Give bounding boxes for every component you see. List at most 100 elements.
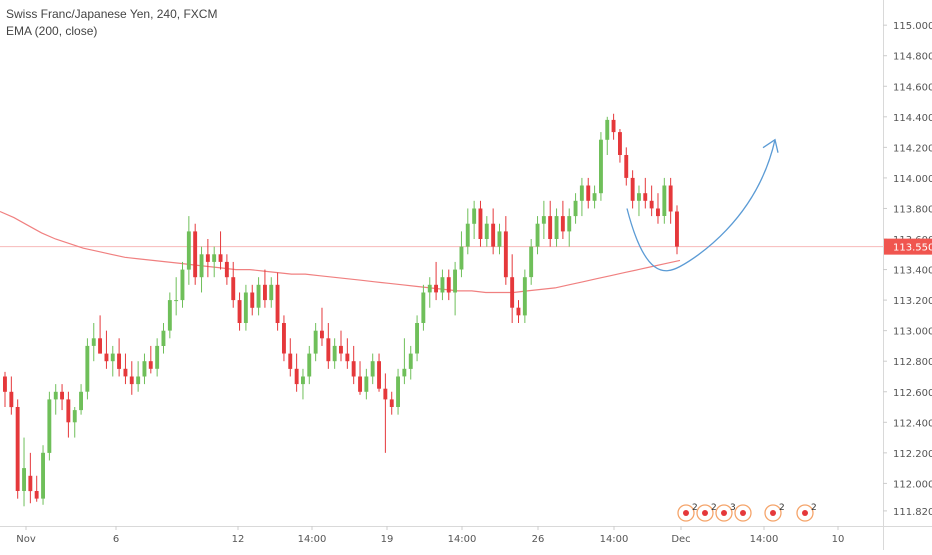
candle-body	[288, 353, 293, 369]
event-count-label: 2	[779, 503, 785, 513]
candle-body	[136, 376, 141, 385]
candle-body	[301, 376, 305, 385]
candle-body	[34, 491, 39, 499]
candle-body	[402, 368, 407, 377]
arrow-head-icon	[762, 138, 779, 153]
candle-body	[586, 185, 591, 201]
candle-body	[611, 119, 616, 133]
candle-body	[117, 353, 121, 369]
candle-body	[358, 376, 362, 392]
candle-body	[478, 208, 483, 239]
event-marker-dot	[740, 510, 746, 516]
price-tick-label: 114.400	[893, 113, 932, 124]
candle-body	[599, 139, 603, 194]
candle-body	[503, 231, 508, 278]
candle-body	[53, 391, 58, 400]
price-tick-label: 113.000	[893, 327, 932, 338]
candle-body	[72, 410, 77, 423]
candle-body	[243, 292, 248, 323]
last-price-label: 113.550	[893, 243, 932, 254]
candle-body	[510, 277, 515, 308]
candle-body	[453, 269, 457, 293]
candle-body	[22, 468, 26, 491]
candle-body	[548, 216, 553, 239]
candle-body	[472, 208, 477, 224]
candle-body	[263, 284, 267, 301]
candle-body	[218, 254, 223, 262]
time-tick-label: 14:00	[298, 534, 327, 545]
event-count-label: 2	[711, 503, 717, 513]
symbol-title: Swiss Franc/Japanese Yen, 240, FXCM	[6, 7, 218, 21]
candle-body	[3, 376, 7, 392]
time-tick-label: 10	[832, 534, 845, 545]
candle-body	[282, 323, 286, 354]
time-tick-label: Dec	[671, 534, 690, 545]
candle-body	[415, 323, 419, 354]
indicator-label: EMA (200, close)	[6, 24, 98, 38]
price-tick-label: 113.800	[893, 204, 932, 215]
candle-body	[637, 193, 641, 201]
event-count-label: 2	[811, 503, 817, 513]
candle-body	[123, 368, 128, 377]
candle-body	[408, 353, 413, 369]
candle-body	[91, 338, 96, 346]
candle-body	[573, 200, 578, 217]
candle-body	[313, 330, 318, 354]
price-tick-label: 112.800	[893, 357, 932, 368]
candle-body	[237, 300, 242, 323]
candle-body	[326, 338, 331, 362]
candle-body	[662, 185, 667, 216]
time-tick-label: 19	[381, 534, 394, 545]
candle-body	[396, 376, 400, 407]
candle-body	[104, 353, 109, 362]
candle-body	[66, 399, 71, 423]
candle-body	[675, 211, 679, 247]
ema-line	[0, 210, 681, 294]
candle-body	[339, 345, 343, 354]
candle-body	[294, 368, 299, 385]
candle-body	[332, 345, 337, 362]
projection-curve	[626, 139, 776, 272]
event-count-label: 2	[692, 503, 698, 513]
candle-body	[605, 119, 610, 140]
time-tick-label: Nov	[16, 534, 36, 545]
price-tick-label: 112.400	[893, 418, 932, 429]
candle-body	[167, 300, 172, 331]
candle-body	[643, 193, 648, 201]
candle-body	[656, 208, 660, 217]
candle-body	[47, 399, 52, 453]
candle-body	[668, 185, 673, 212]
price-tick-label: 112.600	[893, 388, 932, 399]
candle-body	[649, 200, 654, 209]
candle-body	[98, 338, 102, 354]
candle-body	[250, 292, 255, 308]
candle-body	[199, 254, 204, 278]
candle-body	[345, 353, 350, 362]
price-tick-label: 112.000	[893, 479, 932, 490]
candle-body	[434, 284, 438, 293]
candle-body	[421, 292, 426, 323]
chart-legend: Swiss Franc/Japanese Yen, 240, FXCM EMA …	[6, 6, 217, 40]
candle-body	[307, 353, 312, 377]
event-marker-dot	[770, 510, 776, 516]
time-tick-label: 26	[532, 534, 545, 545]
price-tick-label: 115.000	[893, 21, 932, 32]
candle-body	[427, 284, 432, 293]
candle-body	[256, 284, 261, 308]
candle-body	[554, 216, 559, 239]
candle-body	[383, 388, 388, 400]
candle-body	[60, 391, 64, 400]
candle-body	[491, 223, 496, 247]
time-tick-label: 14:00	[448, 534, 477, 545]
price-tick-label: 113.400	[893, 266, 932, 277]
event-count-label: 3	[730, 503, 736, 513]
candle-body	[41, 452, 45, 499]
price-tick-label: 114.200	[893, 143, 932, 154]
price-tick-label: 111.820	[893, 507, 932, 518]
candle-body	[535, 223, 540, 247]
candle-body	[174, 300, 179, 302]
candle-body	[212, 254, 217, 262]
candle-body	[205, 254, 210, 262]
